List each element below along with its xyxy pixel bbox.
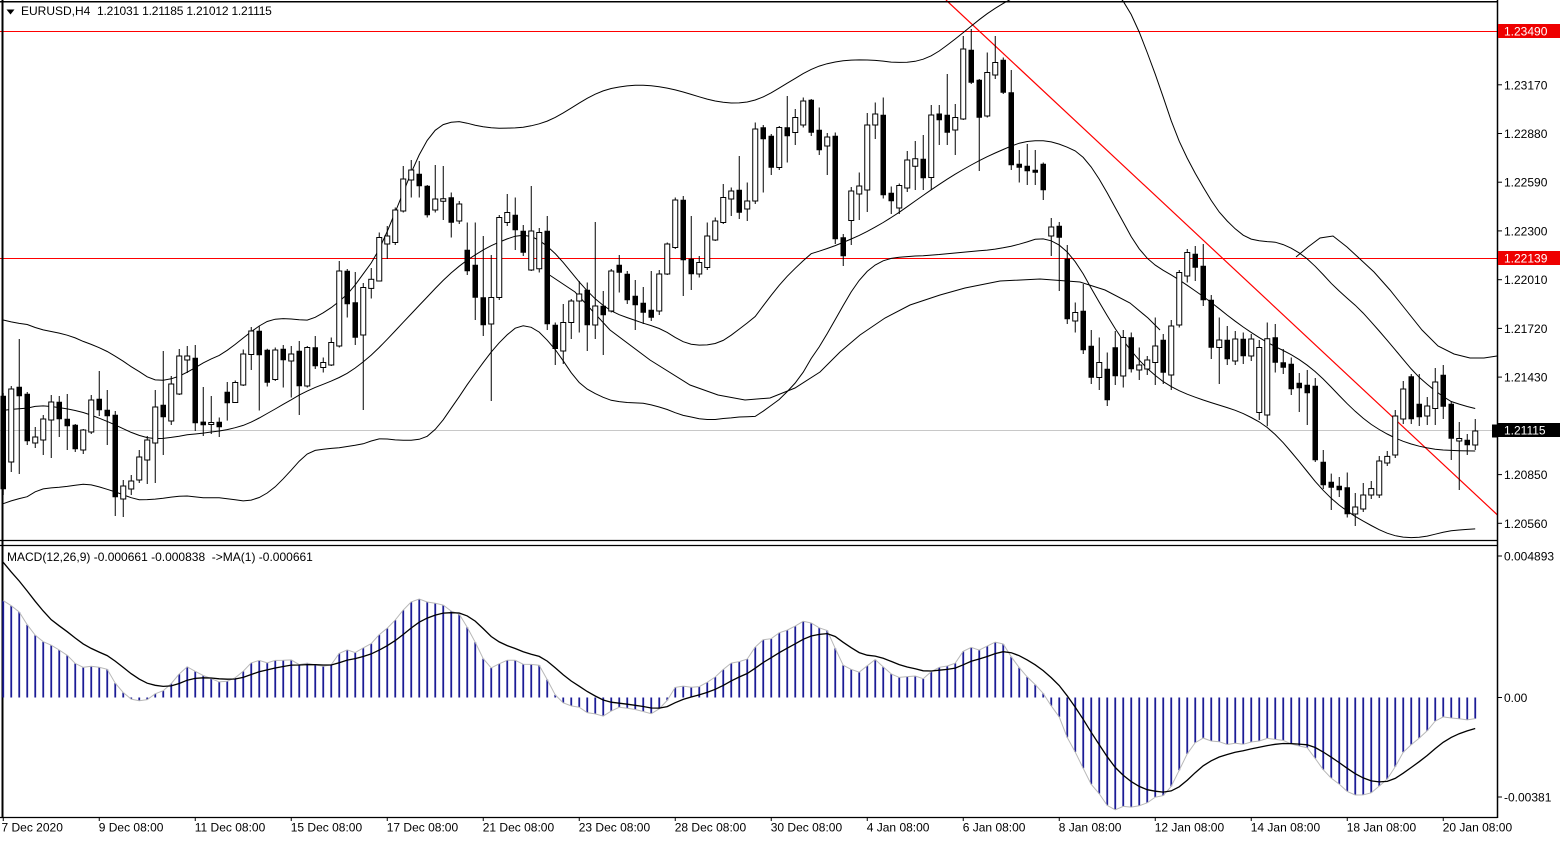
svg-text:12 Jan 08:00: 12 Jan 08:00 [1155,821,1225,835]
svg-text:-0.00381: -0.00381 [1504,791,1552,805]
svg-text:4 Jan 08:00: 4 Jan 08:00 [867,821,930,835]
svg-text:9 Dec 08:00: 9 Dec 08:00 [99,821,164,835]
svg-text:7 Dec 2020: 7 Dec 2020 [2,821,64,835]
svg-text:1.21031 1.21185 1.21012 1.2111: 1.21031 1.21185 1.21012 1.21115 [97,4,272,18]
svg-text:1.21430: 1.21430 [1504,371,1548,385]
svg-text:1.22590: 1.22590 [1504,176,1548,190]
svg-text:1.20850: 1.20850 [1504,468,1548,482]
svg-text:15 Dec 08:00: 15 Dec 08:00 [291,821,363,835]
svg-text:1.21115: 1.21115 [1504,424,1546,438]
svg-text:18 Jan 08:00: 18 Jan 08:00 [1347,821,1417,835]
svg-text:0.00: 0.00 [1504,691,1528,705]
svg-text:1.22010: 1.22010 [1504,273,1548,287]
svg-text:0.004893: 0.004893 [1504,550,1554,564]
svg-text:1.21720: 1.21720 [1504,322,1548,336]
svg-text:28 Dec 08:00: 28 Dec 08:00 [675,821,747,835]
svg-text:17 Dec 08:00: 17 Dec 08:00 [387,821,459,835]
svg-text:21 Dec 08:00: 21 Dec 08:00 [483,821,555,835]
svg-text:14 Jan 08:00: 14 Jan 08:00 [1251,821,1321,835]
svg-text:6 Jan 08:00: 6 Jan 08:00 [963,821,1026,835]
svg-text:1.22139: 1.22139 [1504,252,1548,266]
svg-text:30 Dec 08:00: 30 Dec 08:00 [771,821,843,835]
svg-text:MACD(12,26,9) -0.000661 -0.000: MACD(12,26,9) -0.000661 -0.000838 ->MA(1… [7,550,313,564]
svg-text:1.22880: 1.22880 [1504,127,1548,141]
svg-text:1.20560: 1.20560 [1504,517,1548,531]
svg-text:8 Jan 08:00: 8 Jan 08:00 [1059,821,1122,835]
svg-text:23 Dec 08:00: 23 Dec 08:00 [579,821,651,835]
svg-text:11 Dec 08:00: 11 Dec 08:00 [195,821,266,835]
svg-text:1.23490: 1.23490 [1504,25,1548,39]
svg-text:EURUSD,H4: EURUSD,H4 [21,4,91,18]
svg-text:1.22300: 1.22300 [1504,224,1548,238]
svg-text:1.23170: 1.23170 [1504,78,1548,92]
svg-text:20 Jan 08:00: 20 Jan 08:00 [1443,821,1513,835]
